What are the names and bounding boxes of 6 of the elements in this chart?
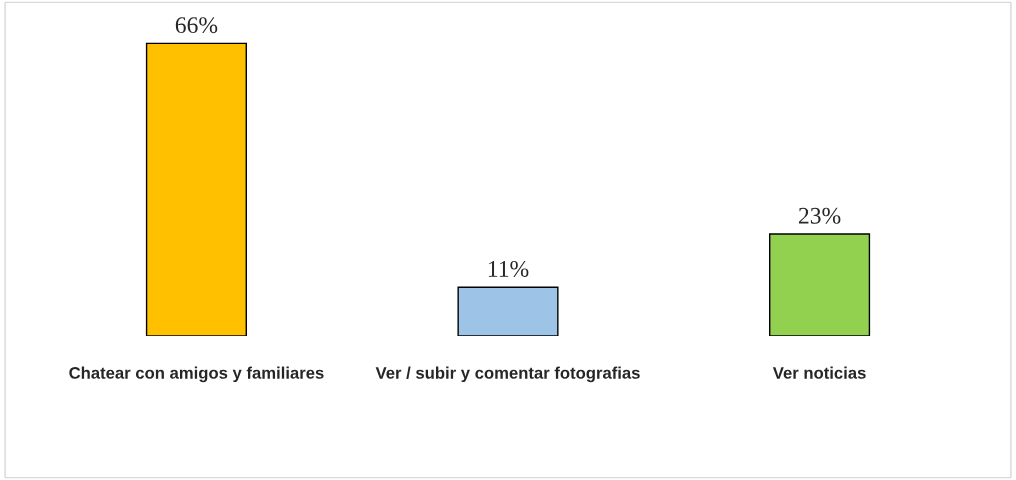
data-label: 23% [798,207,841,224]
x-tick-label: Ver noticias [772,366,866,379]
data-label: 66% [175,17,218,34]
x-tick-label: Chatear con amigos y familiares [69,366,324,383]
x-tick-label: Ver / subir y comentar fotografias [375,366,640,383]
data-label: 11% [488,260,529,277]
